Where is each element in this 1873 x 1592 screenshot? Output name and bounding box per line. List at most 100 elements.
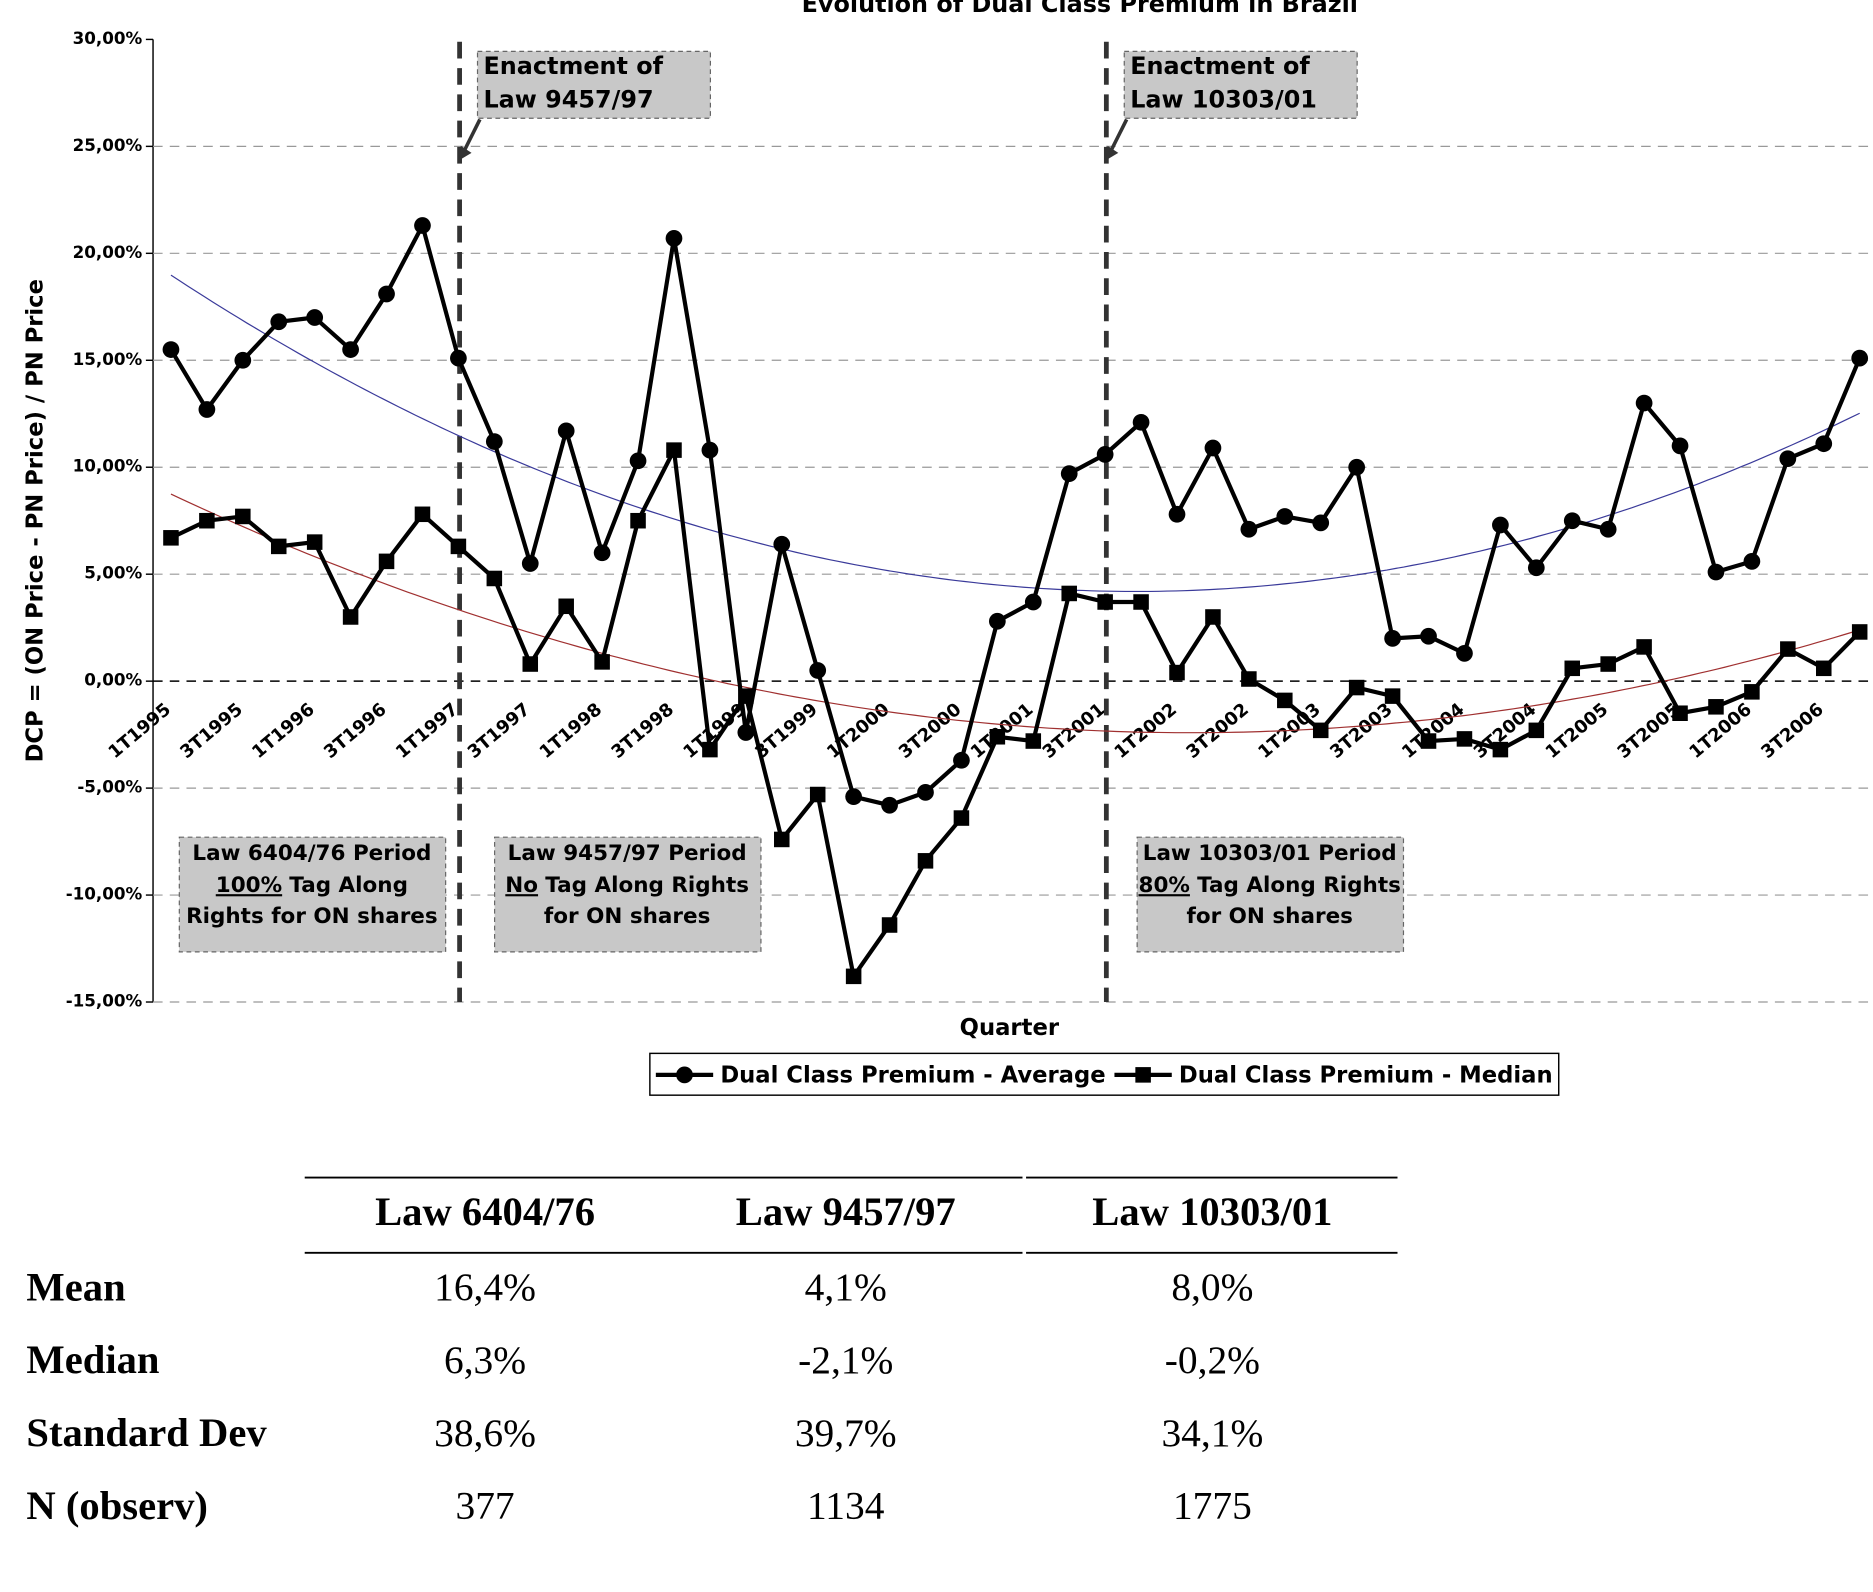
column-header: Law 10303/01	[1092, 1189, 1332, 1234]
marker	[594, 654, 610, 670]
marker	[845, 968, 862, 985]
marker	[522, 656, 539, 672]
x-tick-label: 1T2005	[1542, 699, 1613, 763]
x-tick-label: 3T1996	[320, 699, 391, 763]
x-tick-label: 3T1995	[176, 699, 247, 763]
legend-box	[649, 1052, 1560, 1096]
marker	[593, 544, 611, 562]
period-title: Law 6404/76 Period	[192, 841, 431, 866]
marker	[1851, 349, 1869, 367]
marker	[953, 810, 970, 826]
marker	[235, 508, 251, 525]
legend-marker	[1135, 1067, 1151, 1083]
row-label: Median	[26, 1337, 159, 1382]
x-tick-label: 3T1998	[607, 699, 678, 763]
marker	[1024, 593, 1042, 611]
marker	[1061, 585, 1077, 602]
y-tick-label: -15,00%	[66, 991, 143, 1011]
marker	[1097, 594, 1113, 610]
annotation-text: Enactment of	[1130, 52, 1310, 80]
marker	[1384, 630, 1401, 647]
period-rest: Tag Along	[289, 873, 408, 898]
trendline	[170, 493, 1860, 734]
chart-title: Evolution of Dual Class Premium in Brazi…	[802, 0, 1358, 18]
marker	[1205, 609, 1221, 625]
period-underlined: 100%	[216, 873, 282, 898]
legend-label: Dual Class Premium - Average	[720, 1063, 1105, 1089]
period-last: Rights for ON shares	[186, 904, 438, 929]
x-tick-label: 1T1998	[536, 699, 607, 763]
marker	[558, 598, 574, 615]
marker	[1528, 722, 1545, 739]
y-tick-label: -5,00%	[77, 777, 142, 797]
annotation-text: Enactment of	[483, 52, 663, 80]
y-tick-label: 20,00%	[73, 242, 143, 262]
marker	[1780, 641, 1796, 657]
cell: 8,0%	[1171, 1265, 1253, 1309]
annotation-box	[476, 50, 711, 119]
x-tick-label: 3T2002	[1182, 699, 1253, 763]
marker	[198, 401, 216, 418]
marker	[414, 506, 431, 523]
period-underlined: No	[505, 873, 538, 898]
marker	[1492, 741, 1509, 758]
marker	[1456, 731, 1473, 747]
marker	[1312, 514, 1330, 532]
marker	[1169, 664, 1185, 681]
row-label: Standard Dev	[26, 1410, 267, 1455]
y-tick-label: 0,00%	[84, 670, 142, 690]
marker	[1168, 505, 1186, 523]
marker	[306, 309, 324, 326]
marker	[162, 341, 180, 358]
x-tick-label: 1T1997	[392, 699, 463, 763]
trendline	[170, 274, 1860, 593]
cell: 16,4%	[434, 1265, 536, 1309]
marker	[773, 535, 791, 553]
marker	[1492, 516, 1509, 534]
marker	[1456, 644, 1473, 662]
row-label: Mean	[26, 1264, 125, 1309]
y-axis-label: DCP = (ON Price - PN Price) / PN Price	[22, 279, 48, 762]
marker	[378, 553, 395, 570]
marker	[1276, 508, 1294, 525]
marker	[630, 512, 646, 529]
annotation-text: Law 9457/97	[483, 85, 653, 113]
period-rest: Tag Along Rights	[545, 873, 749, 898]
marker	[1420, 627, 1437, 645]
marker	[917, 784, 934, 801]
marker	[1132, 413, 1150, 431]
x-axis-label: Quarter	[960, 1015, 1060, 1041]
marker	[881, 917, 898, 933]
cell: 1775	[1173, 1484, 1252, 1528]
marker	[953, 751, 970, 769]
period-box	[1136, 836, 1405, 953]
period-title: Law 9457/97 Period	[508, 841, 747, 866]
marker	[665, 229, 683, 247]
x-tick-label: 3T2000	[895, 699, 966, 763]
marker	[1348, 458, 1366, 476]
x-tick-label: 1T1996	[248, 699, 319, 763]
marker	[306, 534, 323, 550]
marker	[1708, 699, 1724, 715]
marker	[629, 452, 647, 470]
marker	[1025, 733, 1042, 749]
marker	[1599, 520, 1617, 538]
legend-marker	[676, 1066, 693, 1084]
marker	[163, 530, 179, 546]
x-tick-label: 1T2002	[1110, 699, 1181, 763]
y-tick-label: 5,00%	[84, 563, 142, 583]
marker	[989, 729, 1006, 745]
cell: -2,1%	[798, 1338, 893, 1382]
marker	[1636, 639, 1652, 655]
cell: 39,7%	[795, 1411, 897, 1455]
marker	[450, 538, 467, 555]
period-underlined: 80%	[1139, 873, 1190, 898]
marker	[1384, 688, 1401, 704]
marker	[1815, 435, 1833, 453]
period-last: for ON shares	[544, 904, 710, 929]
marker	[1096, 446, 1114, 463]
marker	[1672, 705, 1688, 721]
marker	[1241, 671, 1257, 687]
marker	[701, 441, 719, 459]
